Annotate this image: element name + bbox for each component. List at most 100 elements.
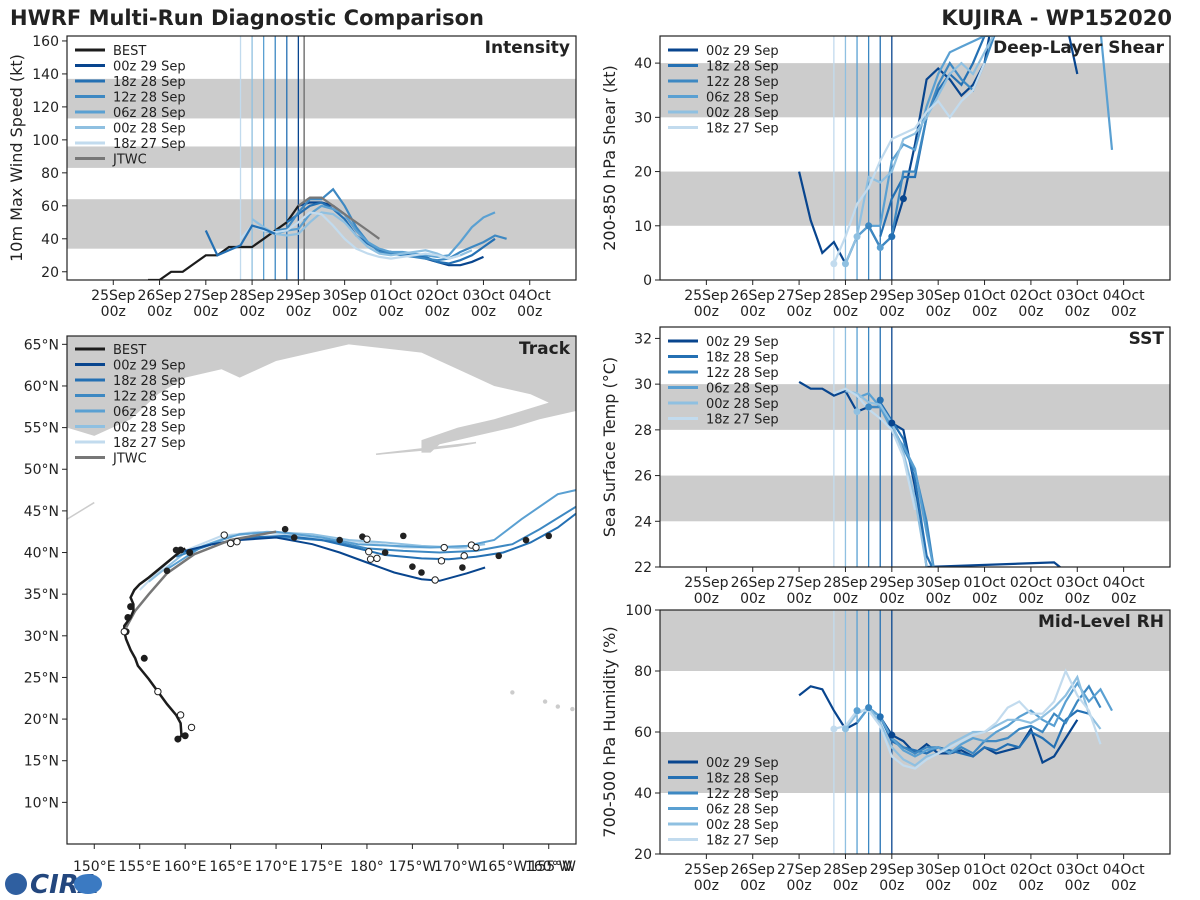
sst-xtick-day: 29Sep — [870, 575, 914, 591]
sst-legend-label: 12z 28 Sep — [706, 366, 779, 381]
forecast-track — [166, 489, 576, 571]
rh-band — [660, 610, 1170, 671]
shear-legend-label: 00z 28 Sep — [706, 106, 779, 121]
intensity-band — [67, 146, 576, 168]
track-position-filled — [522, 536, 530, 544]
intensity-xtick-hour: 00z — [517, 304, 542, 320]
rh-ytick-label: 80 — [634, 664, 652, 680]
rh-panel: 2040608010025Sep00z26Sep00z27Sep00z28Sep… — [600, 603, 1171, 894]
track-position-open — [365, 547, 373, 556]
intensity-xtick-day: 02Oct — [416, 288, 459, 304]
rh-legend-label: 18z 27 Sep — [706, 834, 779, 849]
hawaii-island — [570, 706, 575, 712]
shear-xtick-hour: 00z — [694, 304, 719, 320]
shear-legend-label: 12z 28 Sep — [706, 75, 779, 90]
track-position-open — [366, 555, 375, 563]
rh-run-marker — [865, 704, 873, 712]
lat-tick-label: 55°N — [24, 421, 59, 437]
shear-xtick-hour: 00z — [926, 304, 951, 320]
shear-xtick-hour: 00z — [787, 304, 812, 320]
shear-run-marker — [876, 243, 884, 251]
intensity-legend-label: 00z 29 Sep — [113, 60, 186, 75]
noaa-swirl-icon — [74, 874, 102, 894]
intensity-xtick-day: 30Sep — [323, 288, 367, 304]
sst-legend-label: 00z 28 Sep — [706, 397, 779, 412]
intensity-xtick-hour: 00z — [101, 304, 126, 320]
sst-xtick-day: 25Sep — [684, 575, 728, 591]
rh-run-marker — [876, 713, 884, 721]
intensity-ytick-label: 40 — [41, 232, 59, 248]
intensity-xtick-hour: 00z — [425, 304, 450, 320]
rh-ytick-label: 20 — [634, 847, 652, 863]
track-position-open — [577, 492, 583, 498]
lat-tick-label: 10°N — [24, 795, 59, 811]
lon-tick-label: 165°W — [479, 859, 527, 875]
intensity-legend-label: BEST — [113, 44, 146, 59]
intensity-legend-label: 18z 28 Sep — [113, 75, 186, 90]
rh-series-group — [798, 668, 1113, 770]
lon-tick-label: 155°W — [528, 859, 576, 875]
track-position-open — [120, 627, 128, 636]
lat-tick-label: 30°N — [24, 629, 59, 645]
sst-legend-label: 06z 28 Sep — [706, 382, 779, 397]
track-position-filled — [281, 525, 289, 533]
sst-run-marker — [865, 403, 873, 411]
rh-xtick-hour: 00z — [972, 878, 997, 894]
rh-xtick-hour: 00z — [879, 878, 904, 894]
sst-xtick-hour: 00z — [972, 591, 997, 607]
track-position-filled — [495, 552, 503, 560]
intensity-xtick-hour: 00z — [193, 304, 218, 320]
sst-legend-label: 18z 28 Sep — [706, 351, 779, 366]
lat-tick-label: 25°N — [24, 670, 59, 686]
lon-tick-label: 160°W — [525, 859, 573, 875]
hawaii-island — [555, 704, 561, 709]
rh-ylabel: 700-500 hPa Humidity (%) — [600, 626, 619, 837]
intensity-ytick-label: 120 — [32, 100, 59, 116]
intensity-legend-label: 18z 27 Sep — [113, 137, 186, 152]
lat-tick-label: 35°N — [24, 587, 59, 603]
rh-xtick-hour: 00z — [1065, 878, 1090, 894]
intensity-xtick-hour: 00z — [286, 304, 311, 320]
lon-tick-label: 175°W — [389, 859, 437, 875]
intensity-series-line — [297, 196, 380, 240]
lat-tick-label: 45°N — [24, 504, 59, 520]
intensity-xtick-day: 01Oct — [370, 288, 413, 304]
rh-legend-label: 18z 28 Sep — [706, 772, 779, 787]
intensity-xtick-day: 28Sep — [230, 288, 274, 304]
lat-tick-label: 15°N — [24, 754, 59, 770]
intensity-ytick-label: 80 — [41, 166, 59, 182]
shear-panel-title: Deep-Layer Shear — [993, 38, 1164, 58]
sst-xtick-day: 03Oct — [1056, 575, 1099, 591]
intensity-ylabel: 10m Max Wind Speed (kt) — [7, 54, 26, 262]
sst-series-line — [833, 387, 917, 511]
shear-xtick-day: 04Oct — [1103, 288, 1146, 304]
shear-xtick-day: 26Sep — [731, 288, 775, 304]
shear-xtick-day: 02Oct — [1010, 288, 1053, 304]
sst-xtick-hour: 00z — [1018, 591, 1043, 607]
track-position-filled — [418, 569, 425, 576]
sst-frame — [659, 326, 1171, 568]
shear-xtick-hour: 00z — [879, 304, 904, 320]
shear-series-line — [879, 36, 990, 237]
shear-xtick-day: 30Sep — [916, 288, 960, 304]
sst-run-marker — [876, 396, 884, 404]
shear-ytick-label: 30 — [634, 110, 652, 126]
lon-tick-label: 160°E — [164, 859, 207, 875]
rh-series-line — [844, 674, 1102, 767]
rh-series-line — [833, 668, 1102, 770]
shear-series-group — [798, 36, 1114, 268]
sst-xtick-day: 30Sep — [916, 575, 960, 591]
intensity-ytick-label: 60 — [41, 199, 59, 215]
track-position-open — [233, 537, 241, 546]
shear-xtick-hour: 00z — [972, 304, 997, 320]
track-position-filled — [290, 534, 298, 541]
lon-tick-label: 150°E — [73, 859, 116, 875]
rh-xtick-day: 04Oct — [1103, 862, 1146, 878]
sst-xtick-day: 02Oct — [1010, 575, 1053, 591]
intensity-legend-label: 00z 28 Sep — [113, 122, 186, 137]
track-legend-label: 06z 28 Sep — [113, 405, 186, 420]
sst-series-line — [845, 389, 928, 567]
shear-series-line — [844, 36, 995, 265]
rh-ytick-label: 60 — [634, 725, 652, 741]
